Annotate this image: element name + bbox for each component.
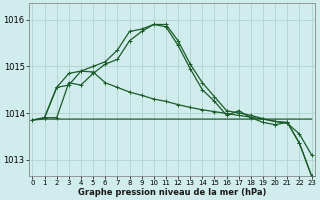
X-axis label: Graphe pression niveau de la mer (hPa): Graphe pression niveau de la mer (hPa) (78, 188, 266, 197)
